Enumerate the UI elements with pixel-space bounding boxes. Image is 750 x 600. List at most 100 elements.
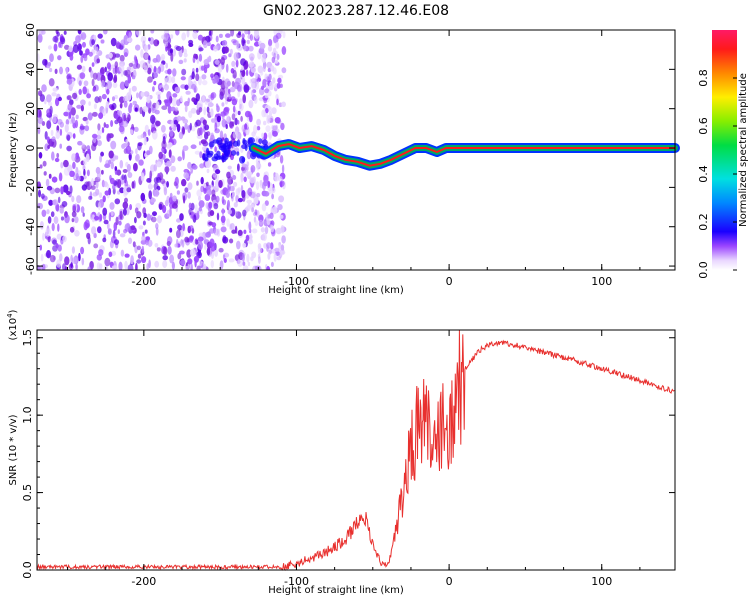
noise-speck: [280, 225, 285, 234]
noise-speck: [75, 35, 81, 44]
noise-speck: [101, 169, 104, 175]
noise-speck: [46, 250, 51, 259]
noise-speck: [146, 178, 152, 183]
noise-speck: [100, 80, 105, 88]
noise-speck: [203, 106, 207, 116]
noise-speck: [69, 226, 75, 233]
noise-speck: [89, 260, 94, 270]
noise-speck: [140, 133, 145, 139]
noise-speck: [243, 229, 247, 234]
noise-speck: [126, 37, 133, 43]
noise-speck: [164, 166, 170, 173]
noise-speck: [112, 96, 115, 102]
noise-speck: [140, 91, 145, 98]
noise-speck: [226, 218, 230, 227]
noise-speck: [252, 228, 258, 234]
noise-speck: [135, 153, 140, 162]
noise-speck: [275, 227, 282, 235]
noise-speck: [45, 178, 50, 187]
noise-speck: [118, 63, 125, 73]
snr-y-axis-label: SNR (10 * v/v): [8, 414, 19, 485]
noise-speck: [227, 199, 230, 209]
noise-speck: [210, 108, 214, 118]
noise-speck: [78, 88, 82, 95]
noise-speck: [81, 143, 85, 148]
noise-speck: [42, 58, 48, 66]
noise-speck: [170, 52, 174, 62]
noise-speck: [184, 187, 189, 193]
noise-speck: [65, 119, 70, 126]
noise-speck: [222, 236, 229, 244]
noise-speck: [264, 88, 270, 94]
noise-speck: [68, 45, 73, 53]
noise-speck: [97, 226, 102, 234]
noise-speck: [99, 214, 103, 222]
noise-speck: [214, 249, 219, 257]
snr-frame: [36, 329, 676, 571]
noise-speck: [106, 133, 111, 142]
noise-speck: [262, 52, 266, 61]
snr-axes: -200 -100 0 100 0.0 0.5 1.0 1.5: [21, 329, 675, 588]
noise-speck: [263, 191, 270, 197]
noise-speck: [59, 66, 63, 75]
noise-speck: [277, 77, 282, 84]
noise-speck: [47, 45, 52, 50]
noise-speck: [242, 265, 249, 270]
noise-speck: [198, 141, 202, 146]
colorbar-label: Normalized spectral amplitude: [738, 73, 749, 227]
noise-speck: [197, 34, 203, 41]
noise-speck: [264, 200, 269, 206]
onset-speck: [241, 144, 248, 150]
noise-speck: [97, 33, 103, 39]
noise-speck: [76, 195, 82, 204]
noise-speck: [180, 95, 183, 103]
noise-speck: [92, 111, 98, 117]
noise-speck: [206, 188, 212, 196]
noise-speck: [221, 102, 225, 107]
noise-speck: [82, 86, 87, 95]
noise-speck: [232, 191, 235, 198]
noise-speck: [144, 65, 148, 73]
noise-speck: [267, 162, 272, 167]
noise-speck: [279, 214, 284, 219]
noise-speck: [190, 144, 197, 149]
noise-speck: [177, 156, 182, 162]
noise-speck: [133, 126, 139, 132]
noise-speck: [279, 155, 284, 164]
noise-speck: [110, 37, 117, 47]
noise-speck: [178, 131, 184, 140]
spectrogram-y-tick-label: -60: [24, 257, 37, 275]
noise-speck: [123, 114, 126, 123]
noise-speck: [119, 102, 123, 109]
noise-speck: [158, 203, 163, 210]
noise-speck: [179, 213, 184, 221]
noise-speck: [167, 142, 173, 148]
noise-speck: [63, 167, 70, 176]
noise-speck: [244, 110, 251, 118]
noise-speck: [66, 145, 72, 152]
noise-speck: [188, 76, 192, 85]
noise-speck: [248, 45, 254, 52]
noise-speck: [117, 110, 123, 116]
noise-speck: [267, 180, 271, 189]
noise-speck: [246, 150, 252, 160]
noise-speck: [195, 73, 200, 82]
noise-speck: [220, 57, 225, 65]
noise-speck: [187, 161, 192, 170]
noise-speck: [105, 124, 109, 129]
noise-speck: [237, 197, 243, 203]
noise-speck: [122, 143, 128, 148]
noise-speck: [174, 243, 179, 248]
noise-speck: [146, 59, 151, 67]
noise-speck: [206, 168, 210, 174]
noise-speck: [153, 72, 158, 78]
noise-speck: [247, 261, 251, 267]
noise-speck: [154, 260, 160, 268]
noise-speck: [221, 196, 225, 204]
noise-speck: [279, 180, 285, 187]
noise-speck: [88, 101, 91, 106]
noise-speck: [194, 204, 198, 214]
noise-speck: [155, 91, 162, 96]
noise-speck: [241, 76, 246, 85]
noise-speck: [150, 164, 156, 172]
